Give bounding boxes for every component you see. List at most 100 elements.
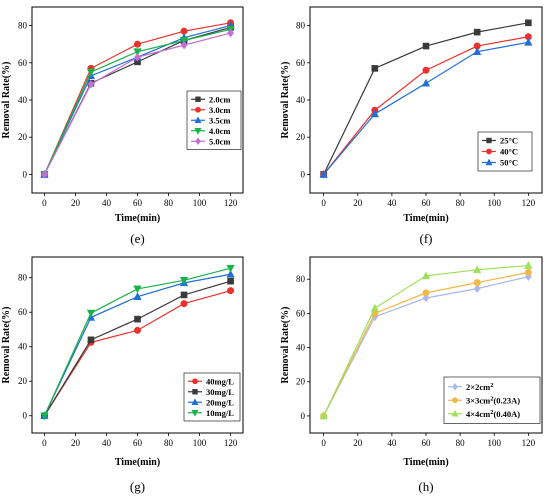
y-tick-label: 40 xyxy=(18,342,28,352)
y-tick-label: 20 xyxy=(296,377,306,387)
legend-label-text: 20mg/L xyxy=(206,397,234,407)
legend-label: 10mg/L xyxy=(206,408,234,418)
x-axis-title: Time(min) xyxy=(403,213,448,224)
legend-label: 40mg/L xyxy=(206,376,234,386)
data-point-series-4 xyxy=(133,285,142,294)
legend-label: 3×3cm2(0.23A) xyxy=(466,395,520,405)
legend-label-text: 10mg/L xyxy=(206,408,234,418)
legend-label-text: 40mg/L xyxy=(206,376,234,386)
x-tick-label: 80 xyxy=(456,438,466,448)
data-point-series-2 xyxy=(524,268,532,276)
data-point-series-3 xyxy=(226,269,235,278)
y-tick-label: 80 xyxy=(18,21,28,31)
panel-label: (g) xyxy=(130,479,145,494)
y-tick-label: 20 xyxy=(18,132,28,142)
data-point-series-5 xyxy=(227,28,234,38)
y-axis-title: Removal Rate(%) xyxy=(280,307,291,384)
data-point-series-5 xyxy=(134,52,141,62)
y-tick-label: 0 xyxy=(23,169,28,179)
data-point-series-3 xyxy=(473,47,482,55)
legend-marker xyxy=(192,378,198,385)
y-tick-label: 0 xyxy=(301,169,306,179)
legend: 2×2cm2 3×3cm2(0.23A) 4×4cm2(0.40A) xyxy=(443,376,541,424)
legend-label-superscript: 2 xyxy=(490,395,493,402)
legend-label: 25°C xyxy=(500,136,518,146)
legend-label: 3.0cm xyxy=(209,105,230,115)
legend: 25°C40°C50°C xyxy=(477,131,533,172)
legend-label-text: 3×3cm xyxy=(466,395,490,405)
y-tick-label: 20 xyxy=(18,376,28,386)
y-axis-title: Removal Rate(%) xyxy=(1,62,12,139)
chart-panel-1: 0 20 40 60 80 100 120 0 20 40 60 80 Time(min) Removal… xyxy=(1,6,244,246)
x-tick-label: 40 xyxy=(387,438,397,448)
x-axis-title: Time(min) xyxy=(115,457,160,468)
y-tick-label: 0 xyxy=(23,411,28,421)
legend-marker xyxy=(452,397,458,404)
x-tick-label: 0 xyxy=(42,198,47,208)
data-point-series-1 xyxy=(473,284,481,293)
data-point-series-4 xyxy=(226,264,235,273)
y-tick-label: 60 xyxy=(296,58,306,68)
data-point-series-4 xyxy=(86,309,96,318)
chart-panel-2: 0 20 40 60 80 100 120 0 20 40 60 80 Time(min) Removal… xyxy=(280,6,543,246)
legend-label-text: 3.5cm xyxy=(209,115,230,125)
legend-label-text: 4.0cm xyxy=(209,126,230,136)
x-tick-label: 0 xyxy=(42,438,47,448)
y-tick-label: 80 xyxy=(296,274,306,284)
legend-marker xyxy=(191,410,199,417)
legend-label: 4.0cm xyxy=(209,126,230,136)
data-point-series-1 xyxy=(422,293,430,303)
legend-label: 2×2cm2 xyxy=(466,382,493,392)
legend-label-text: 40°C xyxy=(500,147,518,157)
x-tick-label: 20 xyxy=(353,438,363,448)
data-point-series-3 xyxy=(370,109,379,118)
data-point-series-1 xyxy=(227,287,235,295)
panel-label: (h) xyxy=(418,479,433,494)
legend-label-text: 5.0cm xyxy=(209,136,230,146)
legend-marker xyxy=(451,409,459,417)
data-point-series-4 xyxy=(133,48,142,57)
data-point-series-1 xyxy=(134,326,142,334)
data-point-series-2 xyxy=(87,336,95,344)
legend-marker xyxy=(486,137,492,144)
legend-marker xyxy=(192,389,198,395)
x-tick-label: 80 xyxy=(164,198,174,208)
y-axis-title: Removal Rate(%) xyxy=(1,307,12,384)
x-tick-label: 40 xyxy=(102,438,112,448)
data-point-series-3 xyxy=(319,169,328,178)
legend-label-text: 3.0cm xyxy=(209,105,230,115)
y-tick-label: 60 xyxy=(18,58,28,68)
legend-marker xyxy=(452,383,458,391)
x-tick-label: 100 xyxy=(487,438,501,448)
legend-label-text: 30mg/L xyxy=(206,387,234,397)
data-point-series-4 xyxy=(86,68,96,77)
legend-label: 4×4cm2(0.40A) xyxy=(466,409,520,419)
chart-panel-4: 0 20 40 60 80 100 120 0 20 40 60 80 Time(min) Removal… xyxy=(280,256,543,494)
y-tick-label: 40 xyxy=(296,343,306,353)
legend-marker xyxy=(195,137,201,145)
x-tick-label: 80 xyxy=(164,438,174,448)
legend-marker xyxy=(485,158,493,166)
legend-marker xyxy=(195,96,201,102)
legend-label-text: 2.0cm xyxy=(209,94,230,104)
x-axis-title: Time(min) xyxy=(115,213,160,224)
data-point-series-1 xyxy=(525,19,532,27)
legend-marker xyxy=(191,398,199,405)
legend-label-suffix: (0.40A) xyxy=(493,409,520,419)
data-point-series-2 xyxy=(422,66,430,74)
data-point-series-5 xyxy=(41,170,48,179)
legend-label-superscript: 2 xyxy=(490,409,493,416)
data-point-series-1 xyxy=(371,65,379,72)
legend-label-suffix: (0.23A) xyxy=(493,395,520,405)
legend-label: 20mg/L xyxy=(206,397,234,407)
y-tick-label: 0 xyxy=(301,411,306,421)
x-tick-label: 0 xyxy=(321,438,326,448)
legend-marker xyxy=(194,116,202,123)
y-tick-label: 40 xyxy=(296,95,306,105)
y-tick-label: 60 xyxy=(18,307,28,317)
data-point-series-3 xyxy=(133,292,142,300)
x-tick-label: 60 xyxy=(422,198,432,208)
legend-label-text: 25°C xyxy=(500,136,518,146)
